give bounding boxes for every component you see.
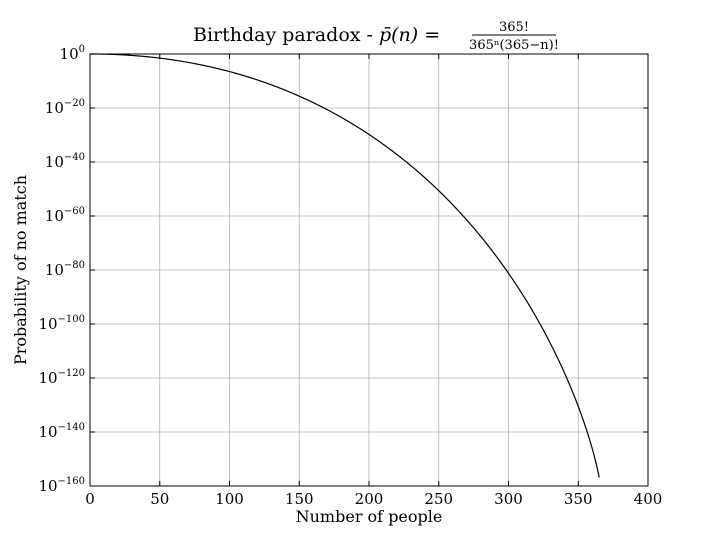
x-tick-labels: 0 50 100 150 200 250 300 350 400	[85, 490, 662, 508]
ticks	[89, 53, 649, 487]
title-numerator: 365!	[499, 20, 529, 35]
y-tick-label: 100	[60, 44, 85, 63]
y-tick-label: 10−20	[45, 98, 85, 117]
y-tick-label: 10−160	[38, 476, 85, 495]
y-tick-labels: 100 10−20 10−40 10−60 10−80 10−100 10−120 10−14…	[38, 44, 85, 495]
y-tick-label: 10−120	[38, 368, 85, 387]
x-tick-label: 200	[355, 490, 384, 508]
y-tick-label: 10−60	[45, 206, 85, 225]
x-tick-label: 100	[215, 490, 244, 508]
x-tick-label: 350	[564, 490, 593, 508]
svg-text:Birthday paradox - p̄(n) =: Birthday paradox - p̄(n) =	[193, 24, 440, 46]
y-tick-label: 10−100	[38, 314, 85, 333]
x-tick-label: 0	[85, 490, 95, 508]
x-tick-label: 150	[285, 490, 314, 508]
x-axis-label: Number of people	[296, 507, 443, 526]
x-tick-label: 50	[150, 490, 169, 508]
x-tick-label: 300	[494, 490, 523, 508]
title-denominator: 365ⁿ(365−n)!	[469, 38, 559, 53]
y-tick-label: 10−40	[45, 152, 85, 171]
y-axis-label: Probability of no match	[11, 175, 30, 365]
y-tick-label: 10−80	[45, 260, 85, 279]
x-tick-label: 400	[634, 490, 663, 508]
series-line	[90, 53, 600, 478]
title-prefix: Birthday paradox -	[193, 24, 379, 46]
y-tick-label: 10−140	[38, 422, 85, 441]
chart-title: Birthday paradox - p̄(n) = 365! 365ⁿ(365…	[193, 20, 559, 53]
title-lhs: p̄(n) =	[379, 24, 440, 46]
grid	[90, 54, 648, 486]
x-tick-label: 250	[424, 490, 453, 508]
